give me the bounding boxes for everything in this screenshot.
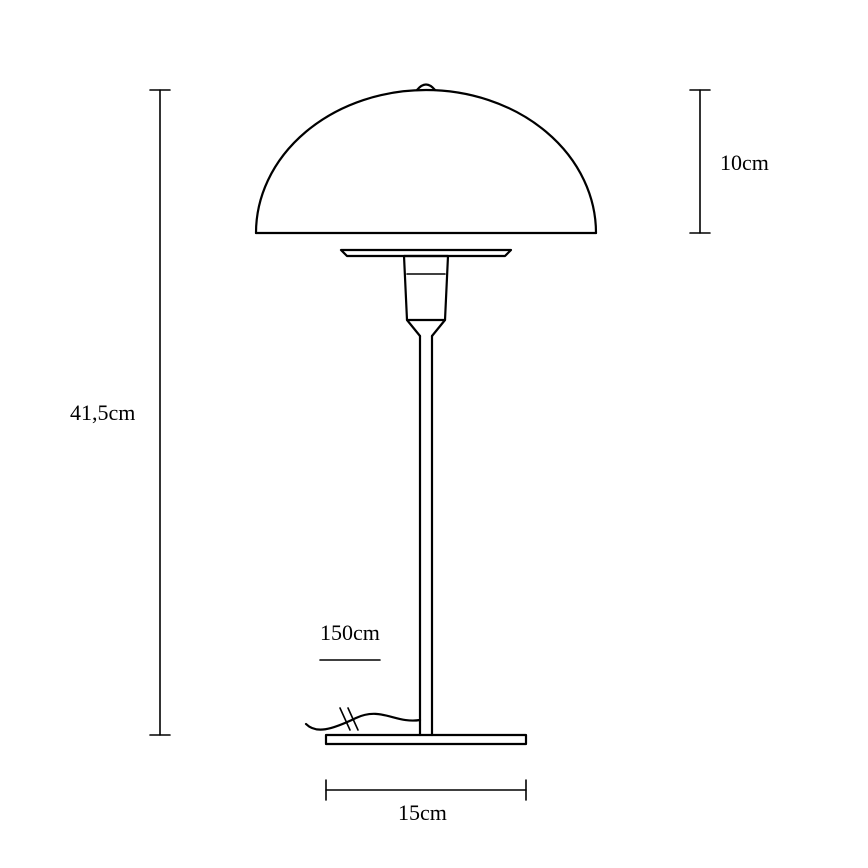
label-shade-height: 10cm xyxy=(720,150,769,176)
label-cord-length: 150cm xyxy=(320,620,380,646)
diagram-canvas: 41,5cm 10cm 15cm 150cm xyxy=(0,0,868,868)
label-total-height: 41,5cm xyxy=(70,400,135,426)
lamp-line-drawing xyxy=(0,0,868,868)
label-base-width: 15cm xyxy=(398,800,447,826)
